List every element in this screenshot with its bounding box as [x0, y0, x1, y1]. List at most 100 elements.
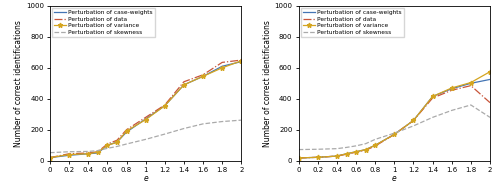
Perturbation of skewness [487, 116, 493, 119]
Perturbation of skewness [95, 150, 101, 152]
Perturbation of case-weights [410, 119, 416, 122]
Perturbation of data [392, 133, 398, 136]
Perturbation of data [86, 152, 91, 154]
Perturbation of variance [468, 81, 474, 84]
Perturbation of variance [334, 155, 340, 157]
Perturbation of data [334, 155, 340, 157]
Perturbation of variance [162, 105, 168, 107]
Perturbation of data [47, 156, 53, 159]
Perturbation of skewness [238, 119, 244, 121]
X-axis label: e: e [392, 174, 396, 183]
Line: Perturbation of variance: Perturbation of variance [296, 69, 492, 160]
Perturbation of case-weights [66, 154, 72, 156]
Perturbation of case-weights [468, 82, 474, 84]
Perturbation of data [124, 129, 130, 131]
Perturbation of data [487, 102, 493, 104]
Perturbation of data [200, 74, 206, 76]
Perturbation of data [344, 153, 349, 155]
Perturbation of variance [124, 130, 130, 132]
Perturbation of skewness [334, 147, 340, 150]
Perturbation of data [448, 89, 454, 92]
Perturbation of variance [181, 84, 187, 86]
Perturbation of data [219, 61, 225, 64]
Perturbation of case-weights [162, 105, 168, 107]
Perturbation of case-weights [142, 118, 148, 120]
Line: Perturbation of case-weights: Perturbation of case-weights [298, 79, 490, 158]
Perturbation of skewness [430, 116, 436, 119]
Perturbation of variance [66, 153, 72, 156]
Perturbation of skewness [86, 150, 91, 153]
Perturbation of skewness [181, 127, 187, 130]
Perturbation of data [296, 157, 302, 159]
Perturbation of case-weights [334, 155, 340, 157]
Perturbation of skewness [219, 120, 225, 123]
Perturbation of data [114, 139, 120, 142]
Perturbation of data [362, 149, 368, 151]
Perturbation of data [238, 59, 244, 61]
Perturbation of skewness [200, 123, 206, 125]
Perturbation of case-weights [448, 88, 454, 90]
Perturbation of variance [200, 75, 206, 77]
Perturbation of skewness [410, 125, 416, 127]
Perturbation of variance [315, 156, 321, 159]
Perturbation of variance [410, 119, 416, 122]
X-axis label: e: e [144, 174, 148, 183]
Perturbation of case-weights [219, 65, 225, 67]
Perturbation of case-weights [362, 148, 368, 151]
Perturbation of skewness [296, 148, 302, 151]
Perturbation of case-weights [200, 75, 206, 77]
Perturbation of skewness [142, 138, 148, 141]
Perturbation of case-weights [315, 156, 321, 159]
Perturbation of variance [142, 119, 148, 121]
Perturbation of case-weights [344, 152, 349, 155]
Perturbation of data [353, 151, 359, 153]
Perturbation of variance [86, 152, 91, 155]
Perturbation of skewness [468, 104, 474, 106]
Perturbation of variance [344, 152, 349, 155]
Perturbation of variance [392, 133, 398, 136]
Perturbation of case-weights [47, 156, 53, 159]
Y-axis label: Number of correct identifications: Number of correct identifications [262, 20, 272, 147]
Perturbation of case-weights [181, 84, 187, 86]
Perturbation of skewness [344, 146, 349, 149]
Perturbation of variance [362, 148, 368, 151]
Legend: Perturbation of case-weights, Perturbation of data, Perturbation of variance, Pe: Perturbation of case-weights, Perturbati… [301, 8, 404, 37]
Perturbation of skewness [372, 138, 378, 141]
Perturbation of skewness [47, 152, 53, 154]
Perturbation of data [410, 119, 416, 122]
Perturbation of skewness [392, 132, 398, 134]
Perturbation of variance [430, 95, 436, 98]
Perturbation of case-weights [86, 152, 91, 155]
Perturbation of case-weights [353, 151, 359, 153]
Perturbation of data [372, 145, 378, 147]
Perturbation of skewness [66, 151, 72, 153]
Perturbation of skewness [362, 142, 368, 145]
Perturbation of variance [104, 144, 110, 146]
Line: Perturbation of skewness: Perturbation of skewness [298, 105, 490, 150]
Perturbation of variance [372, 144, 378, 146]
Perturbation of variance [95, 151, 101, 153]
Y-axis label: Number of correct identifications: Number of correct identifications [14, 20, 23, 147]
Perturbation of data [468, 84, 474, 87]
Perturbation of data [430, 97, 436, 99]
Perturbation of case-weights [114, 141, 120, 143]
Perturbation of data [162, 104, 168, 106]
Perturbation of skewness [448, 109, 454, 112]
Perturbation of variance [487, 71, 493, 73]
Perturbation of skewness [315, 148, 321, 151]
Line: Perturbation of case-weights: Perturbation of case-weights [50, 62, 242, 158]
Perturbation of variance [296, 157, 302, 159]
Perturbation of case-weights [392, 133, 398, 136]
Perturbation of case-weights [104, 144, 110, 146]
Perturbation of variance [47, 156, 53, 159]
Legend: Perturbation of case-weights, Perturbation of data, Perturbation of variance, Pe: Perturbation of case-weights, Perturbati… [52, 8, 155, 37]
Perturbation of variance [114, 141, 120, 144]
Perturbation of skewness [162, 133, 168, 135]
Perturbation of variance [238, 60, 244, 62]
Perturbation of data [104, 143, 110, 145]
Perturbation of case-weights [487, 78, 493, 81]
Perturbation of skewness [124, 143, 130, 145]
Perturbation of skewness [114, 145, 120, 148]
Perturbation of data [95, 151, 101, 153]
Perturbation of case-weights [296, 157, 302, 159]
